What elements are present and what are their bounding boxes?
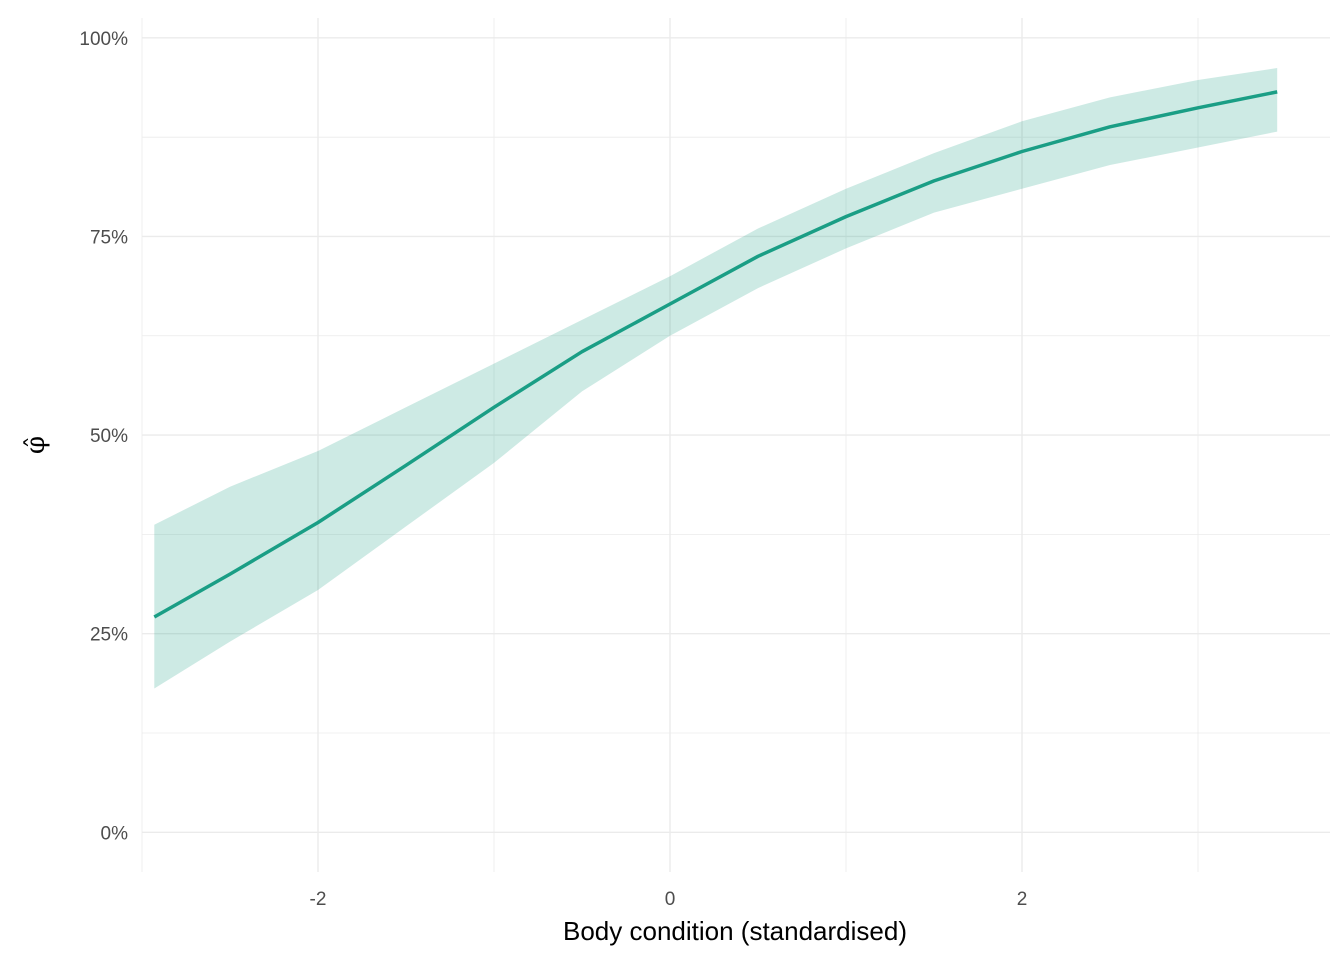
minor-gridlines bbox=[141, 18, 1330, 872]
major-gridlines bbox=[142, 18, 1330, 872]
x-axis-title: Body condition (standardised) bbox=[563, 916, 907, 946]
y-tick-label: 50% bbox=[90, 426, 128, 447]
y-tick-label: 75% bbox=[90, 227, 128, 248]
confidence-ribbon bbox=[154, 68, 1278, 689]
x-tick-label: -2 bbox=[310, 889, 327, 910]
y-axis-title: φ̂ bbox=[21, 436, 51, 454]
series-line-layer bbox=[153, 90, 1278, 619]
confidence-ribbon-layer bbox=[154, 68, 1278, 689]
y-tick-labels: 0% 25% 50% 75% 100% bbox=[79, 29, 128, 844]
y-tick-label: 0% bbox=[101, 823, 129, 844]
fitted-line bbox=[153, 90, 1278, 619]
y-tick-label: 100% bbox=[79, 29, 128, 50]
x-tick-labels: -2 0 2 bbox=[310, 889, 1028, 910]
y-tick-label: 25% bbox=[90, 625, 128, 646]
x-tick-label: 2 bbox=[1017, 889, 1028, 910]
x-tick-label: 0 bbox=[665, 889, 676, 910]
